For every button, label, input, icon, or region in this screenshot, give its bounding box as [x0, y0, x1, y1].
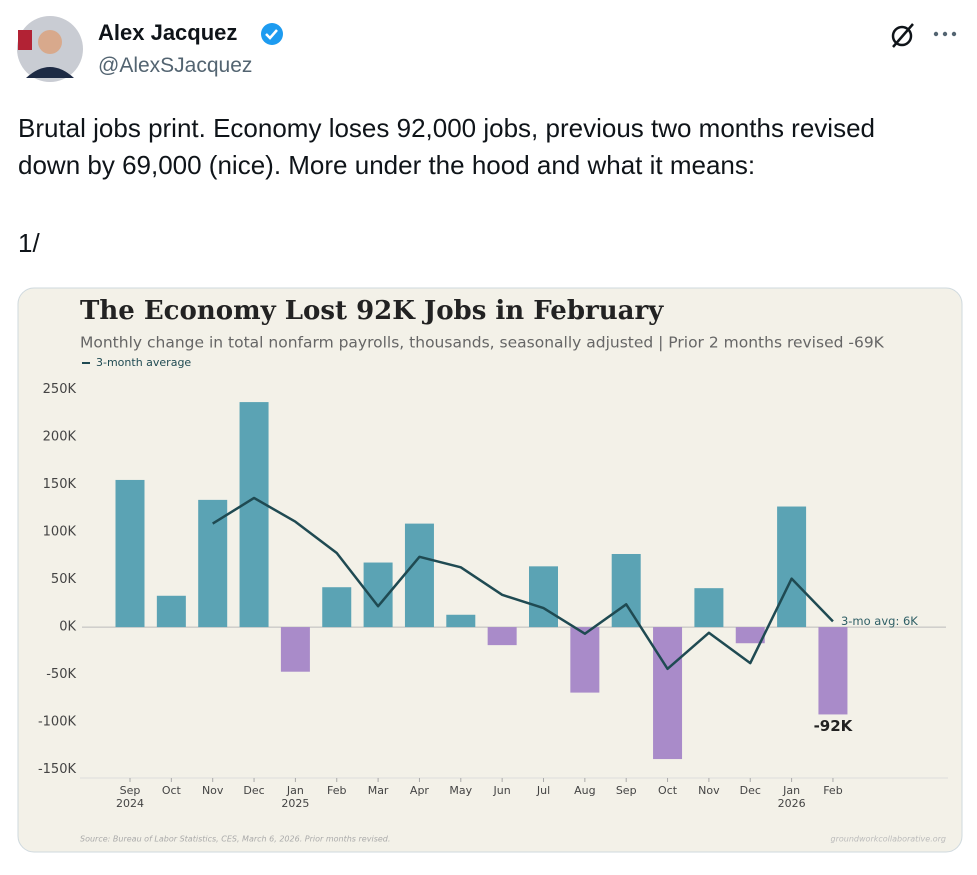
chart-subtitle: Monthly change in total nonfarm payrolls…	[80, 334, 885, 352]
grok-icon-slash	[892, 23, 914, 48]
avatar-suit	[26, 67, 74, 78]
bar	[322, 587, 352, 628]
bar	[529, 566, 558, 628]
x-tick-label: Jun	[493, 784, 511, 797]
x-tick-label: Oct	[162, 784, 182, 797]
bar	[156, 595, 186, 628]
x-tick-label: Jan	[286, 784, 304, 797]
bar	[446, 614, 476, 628]
author-name[interactable]: Alex Jacquez	[98, 20, 238, 45]
x-tick-label: Jul	[536, 784, 550, 797]
x-tick-year: 2026	[778, 797, 806, 810]
bar	[570, 627, 600, 693]
y-tick-label: 100K	[43, 525, 77, 540]
bar	[735, 627, 765, 644]
avatar-face	[38, 30, 62, 54]
x-tick-label: Dec	[243, 784, 264, 797]
thread-marker: 1/	[18, 228, 40, 258]
x-tick-label: May	[449, 784, 472, 797]
x-tick-label: Oct	[658, 784, 678, 797]
grok-icon[interactable]	[891, 25, 913, 47]
chart-source: Source: Bureau of Labor Statistics, CES,…	[80, 835, 390, 844]
bar	[653, 627, 683, 760]
verified-check	[265, 29, 278, 40]
bar	[818, 627, 848, 715]
x-tick-year: 2025	[281, 797, 309, 810]
y-tick-label: 150K	[43, 477, 77, 492]
chart-title: The Economy Lost 92K Jobs in February	[80, 296, 664, 326]
x-tick-label: Dec	[740, 784, 761, 797]
post-text: Brutal jobs print. Economy loses 92,000 …	[18, 113, 875, 180]
y-tick-label: -150K	[38, 762, 77, 777]
bar	[115, 479, 145, 628]
bar	[198, 499, 228, 628]
y-tick-label: 200K	[43, 430, 77, 445]
average-line	[212, 496, 834, 671]
y-tick-label: -100K	[38, 715, 77, 730]
chart-credit: groundworkcollaborative.org	[831, 835, 946, 844]
legend-label: 3-month average	[96, 356, 191, 369]
avatar-flag	[18, 30, 32, 50]
x-tick-label: Sep	[120, 784, 141, 797]
bar	[777, 506, 807, 628]
y-tick-label: 50K	[51, 572, 77, 587]
x-tick-label: Apr	[410, 784, 430, 797]
x-tick-label: Jan	[782, 784, 800, 797]
x-tick-label: Sep	[616, 784, 637, 797]
annotation: 3-mo avg: 6K	[841, 614, 918, 628]
bar	[404, 523, 434, 628]
x-tick-label: Nov	[698, 784, 720, 797]
bar	[694, 588, 724, 628]
x-tick-label: Feb	[823, 784, 842, 797]
author-handle[interactable]: @AlexSJacquez	[98, 54, 253, 77]
value-label: -92K	[814, 717, 854, 735]
y-tick-label: 0K	[59, 620, 76, 635]
chart-card[interactable]	[17, 287, 963, 853]
bar	[611, 553, 641, 628]
bar	[280, 627, 310, 672]
x-tick-label: Feb	[327, 784, 346, 797]
bar	[487, 627, 517, 646]
x-tick-label: Aug	[574, 784, 595, 797]
x-tick-label: Mar	[368, 784, 389, 797]
x-tick-year: 2024	[116, 797, 144, 810]
header-icons	[17, 16, 957, 82]
bar	[239, 402, 269, 628]
more-menu[interactable]	[933, 31, 957, 37]
x-tick-label: Nov	[202, 784, 224, 797]
y-tick-label: 250K	[43, 382, 77, 397]
y-tick-label: -50K	[46, 667, 76, 682]
